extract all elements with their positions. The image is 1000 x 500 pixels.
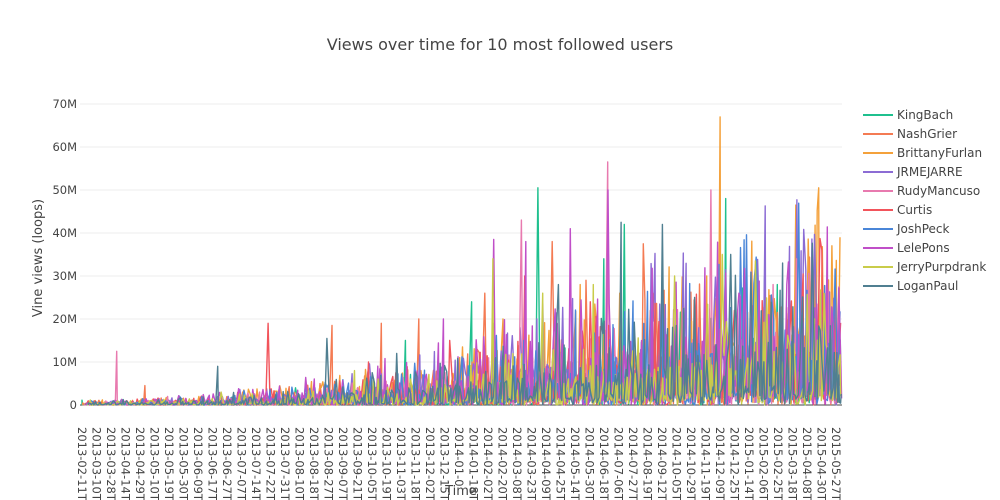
y-tick-label: 70M [52,97,77,111]
x-tick-label: 2013-06-09T0 [191,427,205,500]
x-tick-label: 2013-06-17T0 [206,427,220,500]
x-tick-label: 2013-04-14T0 [119,427,133,500]
x-tick-label: 2014-05-14T0 [568,427,582,500]
x-tick-label: 2015-02-25T0 [771,427,785,500]
x-tick-label: 2014-07-27T0 [626,427,640,500]
x-tick-label: 2013-05-30T0 [177,427,191,500]
legend-label: LelePons [897,241,950,255]
x-tick-label: 2014-01-18T0 [467,427,481,500]
legend-label: JoshPeck [896,222,950,236]
legend-label: KingBach [897,108,953,122]
x-tick-label: 2013-09-21T0 [351,427,365,500]
x-tick-label: 2014-12-09T0 [713,427,727,500]
x-tick-label: 2013-07-31T0 [278,427,292,500]
chart-title: Views over time for 10 most followed use… [327,35,674,54]
x-tick-label: 2013-09-07T0 [336,427,350,500]
y-tick-label: 60M [52,140,77,154]
x-tick-label: 2015-02-06T0 [757,427,771,500]
legend-label: RudyMancuso [897,184,980,198]
x-tick-label: 2014-08-19T0 [641,427,655,500]
x-tick-label: 2014-03-08T0 [510,427,524,500]
x-tick-label: 2014-10-29T0 [684,427,698,500]
x-tick-label: 2014-02-02T0 [481,427,495,500]
plot-area [81,116,843,406]
legend-label: NashGrier [897,127,957,141]
y-tick-label: 20M [52,312,77,326]
x-tick-label: 2014-07-06T0 [612,427,626,500]
y-tick-label: 30M [52,269,77,283]
x-tick-label: 2013-03-28T0 [104,427,118,500]
x-tick-label: 2013-07-14T0 [249,427,263,500]
legend: KingBach NashGrier BrittanyFurlan JRMEJARRE… [863,108,986,293]
x-tick-label: 2013-03-10T0 [90,427,104,500]
x-tick-label: 2015-04-08T0 [800,427,814,500]
x-tick-label: 2013-08-10T0 [293,427,307,500]
x-tick-label: 2014-11-19T0 [699,427,713,500]
x-tick-label: 2013-04-29T0 [133,427,147,500]
x-axis: 2013-02-11T0 2013-03-10T0 2013-03-28T0 2013… [75,427,843,500]
x-tick-label: 2015-01-14T0 [742,427,756,500]
x-tick-label: 2014-06-18T0 [597,427,611,500]
y-axis: 0 10M 20M 30M 40M 50M 60M 70M [52,97,77,412]
x-tick-label: 2014-01-0 [452,427,466,487]
x-tick-label: 2013-05-10T0 [148,427,162,500]
y-tick-label: 10M [52,355,77,369]
x-tick-label: 2015-04-30T0 [815,427,829,500]
x-tick-label: 2013-06-27T0 [220,427,234,500]
x-tick-label: 2013-08-18T0 [307,427,321,500]
x-tick-label: 2014-09-12T0 [655,427,669,500]
x-tick-label: 2014-04-09T0 [539,427,553,500]
x-axis-title: Time [444,484,477,499]
x-tick-label: 2013-08-27T0 [322,427,336,500]
y-axis-title: Vine views (loops) [31,199,46,317]
x-tick-label: 2013-02-11T0 [75,427,89,500]
x-tick-label: 2014-05-30T0 [583,427,597,500]
y-tick-label: 0 [70,398,77,412]
series-line-loganpaul [87,221,842,406]
x-tick-label: 2014-04-25T0 [554,427,568,500]
x-tick-label: 2013-10-05T0 [365,427,379,500]
x-tick-label: 2013-10-19T0 [380,427,394,500]
legend-label: LoganPaul [897,279,958,293]
legend-label: BrittanyFurlan [897,146,982,160]
x-tick-label: 2013-07-22T0 [264,427,278,500]
x-tick-label: 2014-10-05T0 [670,427,684,500]
x-tick-label: 2013-11-03T0 [394,427,408,500]
x-tick-label: 2013-05-19T0 [162,427,176,500]
x-tick-label: 2013-11-18T0 [409,427,423,500]
legend-label: JerryPurpdrank [896,260,986,274]
legend-label: Curtis [897,203,932,217]
x-tick-label: 2015-05-27T0 [829,427,843,500]
x-tick-label: 2014-12-25T0 [728,427,742,500]
x-tick-label: 2014-02-20T0 [496,427,510,500]
grid [80,103,842,406]
x-tick-label: 2015-03-18T0 [786,427,800,500]
x-tick-label: 2014-03-23T0 [525,427,539,500]
x-tick-label: 2013-07-07T0 [235,427,249,500]
legend-label: JRMEJARRE [896,165,963,179]
x-tick-label: 2013-12-15T0 [438,427,452,500]
x-tick-label: 2013-12-02T0 [423,427,437,500]
y-tick-label: 50M [52,183,77,197]
y-tick-label: 40M [52,226,77,240]
